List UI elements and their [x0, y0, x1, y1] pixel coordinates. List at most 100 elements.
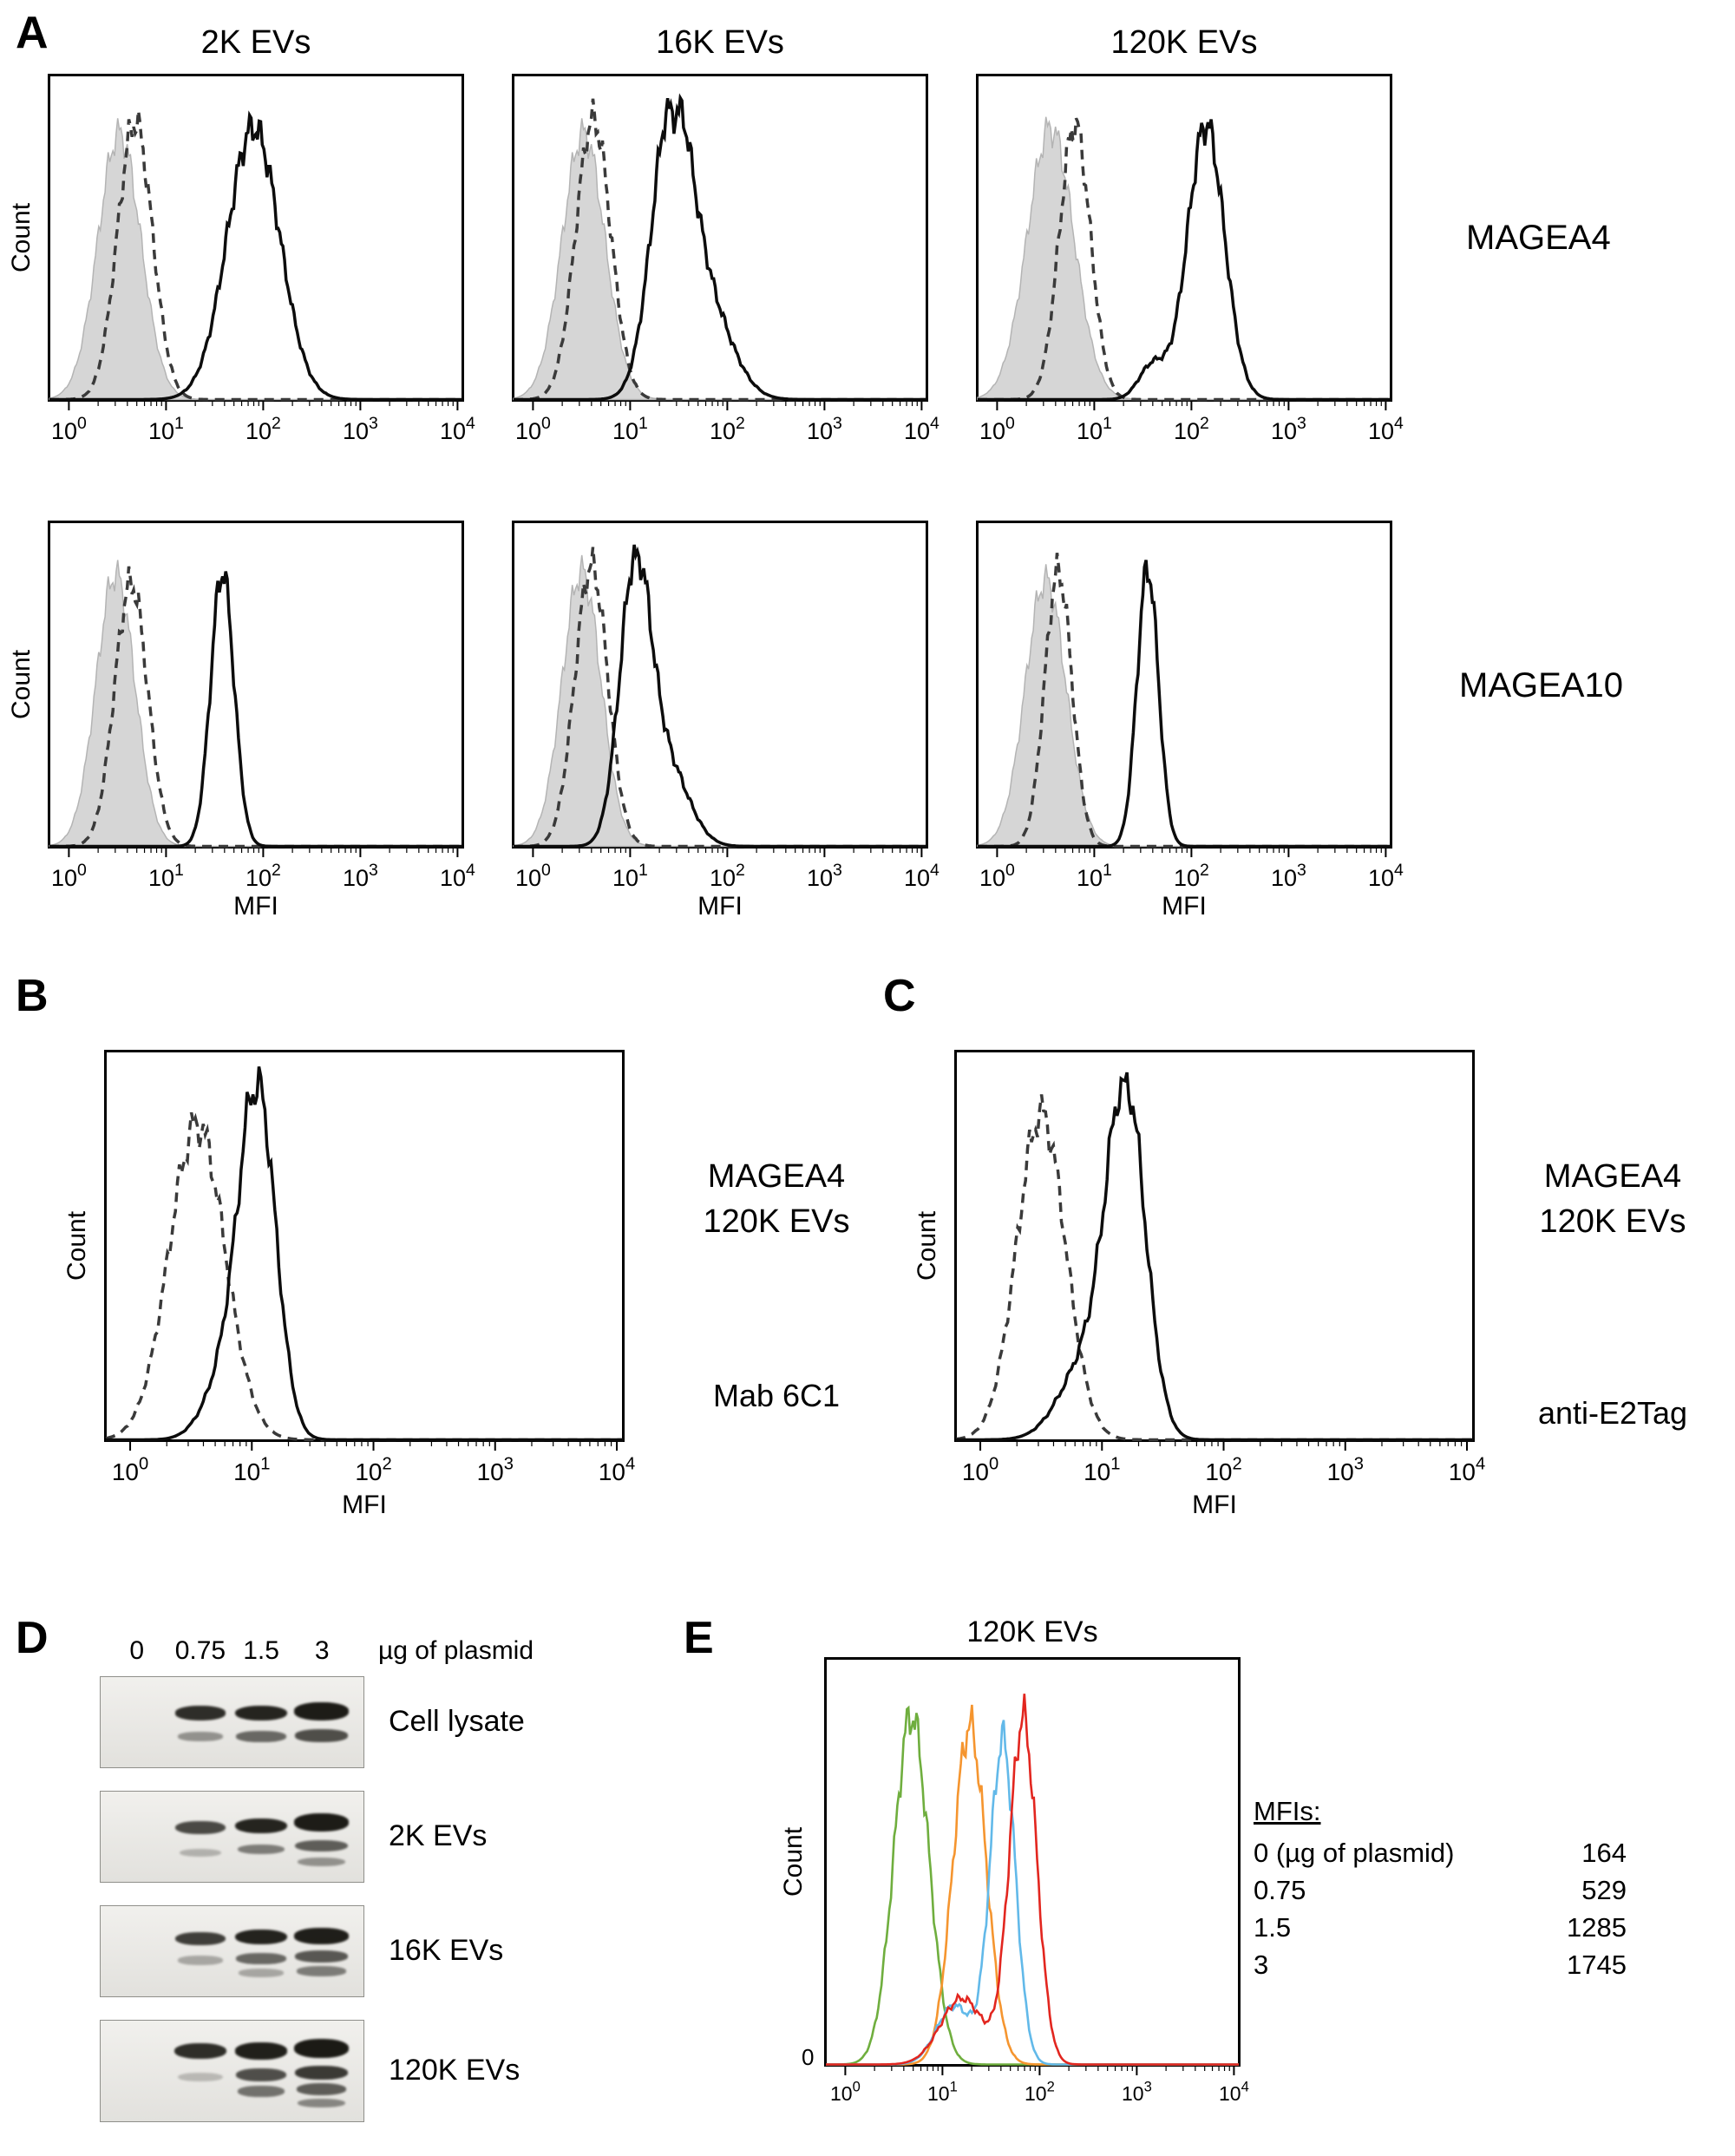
mfi-row-0: 0 (µg of plasmid) 164: [1254, 1834, 1627, 1871]
panel-e-title: 120K EVs: [966, 1615, 1098, 1648]
x-tick-label: 100: [830, 2079, 861, 2105]
panel-c-antibody-label: anti-E2Tag: [1537, 1395, 1688, 1431]
blot-band: [293, 2039, 350, 2059]
panel-b-label: B: [16, 971, 49, 1021]
histogram-curve-stained-solid: [49, 110, 462, 402]
panel-b-sample-line1: MAGEA4: [707, 1158, 846, 1195]
blot-band: [295, 1839, 348, 1852]
x-tick-label: 102: [710, 861, 745, 891]
dose-label-3: 3: [314, 1636, 330, 1665]
blot-label-2k-evs: 2K EVs: [389, 1819, 488, 1852]
x-tick-label: 100: [51, 414, 87, 444]
panel-a-label: A: [16, 8, 49, 58]
col-title-2k-evs: 2K EVs: [200, 24, 311, 61]
blot-band: [178, 2072, 223, 2082]
x-axis-label-mfi-2: MFI: [697, 892, 743, 921]
histogram-curve-stained-solid: [514, 93, 926, 402]
blot-label-120k-evs: 120K EVs: [389, 2054, 520, 2087]
panel-c-sample-line2: 120K EVs: [1539, 1203, 1686, 1240]
histogram-curve-stained-solid: [106, 1066, 623, 1442]
mfi-row-2-label: 1.5: [1254, 1912, 1292, 1943]
dose-label-0: 0: [129, 1636, 145, 1665]
y-axis-label-count-c: Count: [913, 1210, 941, 1281]
blot-band: [178, 1732, 223, 1741]
histogram-curve-stained-solid: [49, 571, 462, 849]
histogram-curve-3-ug-plasmid: [826, 1694, 1239, 2066]
blot-band: [175, 1820, 226, 1835]
plot-frame: [104, 1050, 625, 1442]
plot-frame: [824, 1657, 1241, 2067]
mfi-row-3-value: 1745: [1567, 1950, 1627, 1980]
y-axis-label-count-e: Count: [779, 1826, 808, 1897]
x-tick-label: 104: [1449, 1454, 1485, 1485]
x-tick-label: 101: [148, 414, 184, 444]
x-tick-label: 100: [515, 414, 551, 444]
blot-band: [236, 1731, 286, 1742]
western-blot-cell-lysate: [100, 1676, 364, 1768]
panel-b-antibody-label: Mab 6C1: [712, 1378, 841, 1413]
x-tick-label: 100: [962, 1454, 998, 1485]
x-tick-label: 102: [1174, 861, 1209, 891]
flow-histogram-a-120k-magea4: 100 101 102 103 104: [976, 74, 1404, 444]
x-tick-label: 102: [355, 1454, 391, 1485]
histogram-curve-stained-solid: [956, 1071, 1473, 1442]
blot-band: [296, 2082, 347, 2095]
x-tick-label: 103: [807, 861, 842, 891]
blot-band: [298, 1857, 345, 1867]
x-tick-label: 102: [246, 861, 281, 891]
dose-label-0-75: 0.75: [174, 1636, 226, 1665]
col-title-120k-evs: 120K EVs: [1110, 24, 1258, 61]
x-axis-label-mfi-3: MFI: [1162, 892, 1207, 921]
x-tick-label: 102: [246, 414, 281, 444]
blot-label-16k-evs: 16K EVs: [389, 1934, 504, 1967]
mfi-table-heading: MFIs:: [1254, 1796, 1321, 1826]
y-axis-label-count-row2: Count: [7, 649, 36, 720]
blot-band: [175, 1706, 226, 1720]
x-tick-label: 101: [927, 2079, 958, 2105]
x-tick-label: 103: [1122, 2079, 1152, 2105]
mfi-row-2-value: 1285: [1567, 1912, 1627, 1943]
flow-histogram-a-120k-magea10: 100 101 102 103 104: [976, 521, 1404, 891]
x-tick-label: 104: [440, 861, 475, 891]
blot-band: [295, 1950, 348, 1963]
flow-histogram-b: 100 101 102 103 104: [104, 1050, 635, 1485]
mfi-row-2: 1.5 1285: [1254, 1909, 1627, 1946]
panel-c-label: C: [883, 971, 916, 1021]
row-label-magea10: MAGEA10: [1459, 666, 1623, 704]
x-axis-label-mfi-1: MFI: [233, 892, 278, 921]
y-axis-zero-label: 0: [802, 2044, 815, 2070]
row-label-magea4: MAGEA4: [1466, 219, 1611, 257]
x-tick-label: 101: [612, 861, 648, 891]
blot-band: [296, 1966, 347, 1976]
blot-band: [237, 1844, 285, 1855]
x-tick-label: 103: [1271, 861, 1306, 891]
mfi-row-0-label: 0 (µg of plasmid): [1254, 1838, 1455, 1868]
mfi-row-1-label: 0.75: [1254, 1875, 1306, 1905]
blot-band: [298, 2098, 345, 2108]
blot-band: [236, 1953, 286, 1964]
blot-band: [239, 1969, 284, 1977]
histogram-curve-control-dashed: [49, 566, 462, 849]
western-blot-120k-evs: [100, 2020, 364, 2122]
x-tick-label: 100: [515, 861, 551, 891]
x-tick-label: 102: [1205, 1454, 1241, 1485]
x-tick-label: 103: [807, 414, 842, 444]
dose-header: 0 0.75 1.5 3: [100, 1636, 364, 1669]
flow-histogram-c: 100 101 102 103 104: [954, 1050, 1485, 1485]
panel-c-sample-line1: MAGEA4: [1543, 1158, 1682, 1195]
panel-b-sample-annotation: MAGEA4 120K EVs: [646, 1154, 907, 1244]
x-axis-label-mfi-b: MFI: [342, 1491, 387, 1519]
blot-band: [234, 1705, 288, 1721]
x-tick-label: 100: [979, 861, 1015, 891]
histogram-curve-control-dashed: [49, 109, 462, 402]
panel-c-sample-annotation: MAGEA4 120K EVs: [1490, 1154, 1735, 1244]
blot-band: [234, 2041, 288, 2060]
x-tick-label: 102: [1174, 414, 1209, 444]
x-tick-label: 101: [1077, 861, 1112, 891]
mfi-table: MFIs: 0 (µg of plasmid) 164 0.75 529 1.5…: [1254, 1796, 1627, 1983]
blot-band: [178, 1956, 223, 1965]
histogram-curve-stained-solid: [514, 544, 926, 849]
flow-histogram-a-16k-magea10: 100 101 102 103 104: [512, 521, 940, 891]
x-tick-label: 104: [1368, 861, 1404, 891]
x-tick-label: 104: [440, 414, 475, 444]
